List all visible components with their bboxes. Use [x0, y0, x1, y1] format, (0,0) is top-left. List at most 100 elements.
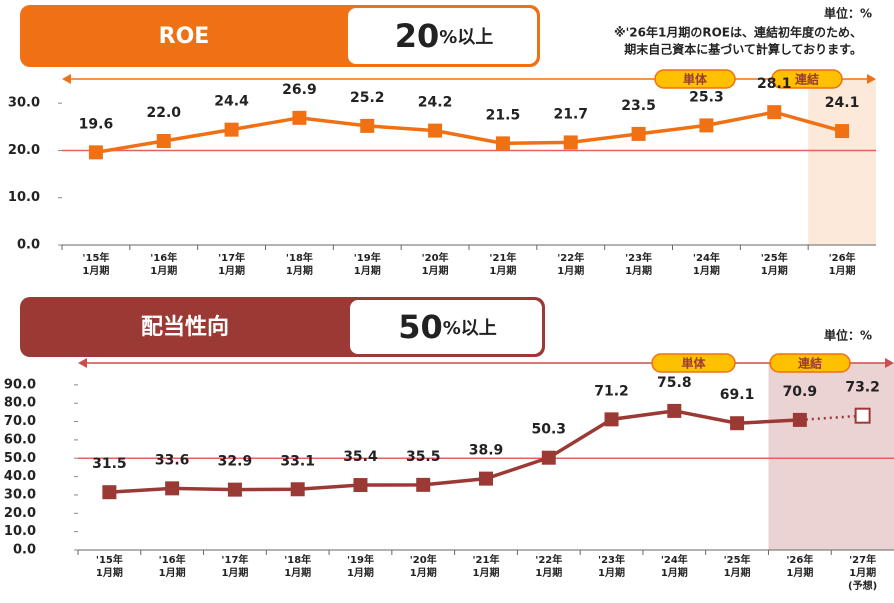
point — [290, 482, 305, 497]
segment-pill — [771, 69, 843, 89]
y-tick-label: 20.0 — [4, 506, 36, 521]
target-suffix: %以上 — [443, 318, 497, 339]
segment-pill — [769, 353, 851, 373]
data-label: 21.5 — [486, 107, 521, 123]
data-label: 28.1 — [757, 76, 792, 92]
y-tick-label: 80.0 — [4, 396, 36, 411]
x-tick-label: '24年 — [661, 553, 688, 566]
point — [541, 450, 556, 465]
y-tick-label: 40.0 — [4, 469, 36, 484]
header-title: 配当性向 — [141, 314, 229, 340]
data-label: 21.7 — [553, 106, 588, 122]
point — [667, 403, 682, 418]
data-label: 38.9 — [469, 443, 504, 459]
x-tick-label: 1月期 — [96, 566, 123, 579]
x-tick-label: '18年 — [286, 251, 313, 264]
x-tick-label: 1月期 — [150, 264, 177, 277]
note: ※'26年1月期のROEは、連結初年度のため、 — [614, 25, 862, 40]
point — [495, 136, 510, 151]
data-label: 32.9 — [218, 454, 253, 470]
arrow-head — [885, 358, 894, 368]
x-tick-label: (予想) — [848, 579, 877, 592]
x-tick-label: 1月期 — [284, 566, 311, 579]
x-tick-label: 1月期 — [489, 264, 516, 277]
segment-label: 単体 — [683, 72, 708, 87]
x-tick-label: 1月期 — [557, 264, 584, 277]
data-label: 24.4 — [214, 94, 249, 110]
point — [792, 412, 807, 427]
data-label: 22.0 — [146, 105, 181, 121]
data-label: 71.2 — [594, 383, 629, 399]
y-tick-label: 60.0 — [4, 432, 36, 447]
series-line — [109, 409, 800, 494]
point — [360, 118, 375, 133]
x-tick-label: 1月期 — [724, 566, 751, 579]
x-tick-label: 1月期 — [218, 264, 245, 277]
data-label: 35.5 — [406, 449, 441, 465]
point — [854, 407, 871, 424]
x-tick-label: 1月期 — [422, 264, 449, 277]
x-tick-label: '19年 — [347, 553, 374, 566]
x-tick-label: '16年 — [159, 553, 186, 566]
data-label: 19.6 — [79, 116, 114, 132]
data-label: 50.3 — [531, 422, 566, 438]
data-label: 70.9 — [783, 384, 818, 400]
x-tick-label: '17年 — [221, 553, 248, 566]
data-label: 33.1 — [280, 453, 315, 469]
point — [428, 123, 443, 138]
y-tick-label: 70.0 — [4, 414, 36, 429]
point — [102, 485, 117, 500]
point — [631, 126, 646, 141]
point — [156, 134, 171, 148]
header-title: ROE — [159, 24, 210, 49]
data-label: 33.6 — [155, 452, 190, 468]
y-tick-label: 90.0 — [4, 377, 36, 392]
segment-pill — [654, 69, 736, 89]
x-tick-label: '23年 — [625, 251, 652, 264]
point — [767, 105, 782, 120]
unit-label: 単位：% — [824, 6, 872, 21]
x-tick-label: '27年 — [849, 553, 876, 566]
point — [292, 110, 307, 125]
data-label: 24.2 — [418, 95, 453, 111]
y-tick-label: 10.0 — [4, 524, 36, 539]
data-label: 35.4 — [343, 449, 378, 465]
x-tick-label: 1月期 — [786, 566, 813, 579]
series-line — [95, 110, 843, 155]
x-tick-label: 1月期 — [82, 264, 109, 277]
x-tick-label: '22年 — [535, 553, 562, 566]
unit-label: 単位：% — [824, 328, 872, 343]
target-number: 20 — [395, 17, 440, 55]
y-tick-label: 0.0 — [17, 238, 40, 253]
x-tick-label: 1月期 — [535, 566, 562, 579]
y-tick-label: 20.0 — [8, 143, 40, 158]
x-tick-label: '15年 — [96, 553, 123, 566]
arrow-head — [62, 74, 71, 84]
x-tick-label: 1月期 — [354, 264, 381, 277]
header-target: 20%以上 — [395, 17, 494, 55]
arrow-head — [78, 358, 87, 368]
note: 期末自己資本に基づいて計算しております。 — [624, 42, 862, 57]
y-tick-label: 30.0 — [8, 96, 40, 111]
x-tick-label: '18年 — [284, 553, 311, 566]
data-label: 24.1 — [825, 95, 860, 111]
segment-pill — [651, 353, 736, 373]
target-number: 50 — [398, 308, 443, 346]
consolidated-band — [768, 363, 894, 550]
y-tick-label: 0.0 — [13, 543, 36, 558]
point — [227, 482, 242, 497]
point — [224, 122, 239, 137]
x-tick-label: 1月期 — [410, 566, 437, 579]
arrow-head — [867, 74, 876, 84]
x-tick-label: 1月期 — [625, 264, 652, 277]
consolidated-band — [808, 79, 876, 245]
data-label: 26.9 — [282, 82, 317, 98]
segment-label: 連結 — [795, 72, 819, 87]
target-suffix: %以上 — [439, 27, 493, 48]
x-tick-label: 1月期 — [849, 566, 876, 579]
point — [88, 145, 103, 160]
x-tick-label: '19年 — [354, 251, 381, 264]
x-tick-label: 1月期 — [598, 566, 625, 579]
point — [165, 481, 180, 496]
x-tick-label: '20年 — [410, 553, 437, 566]
